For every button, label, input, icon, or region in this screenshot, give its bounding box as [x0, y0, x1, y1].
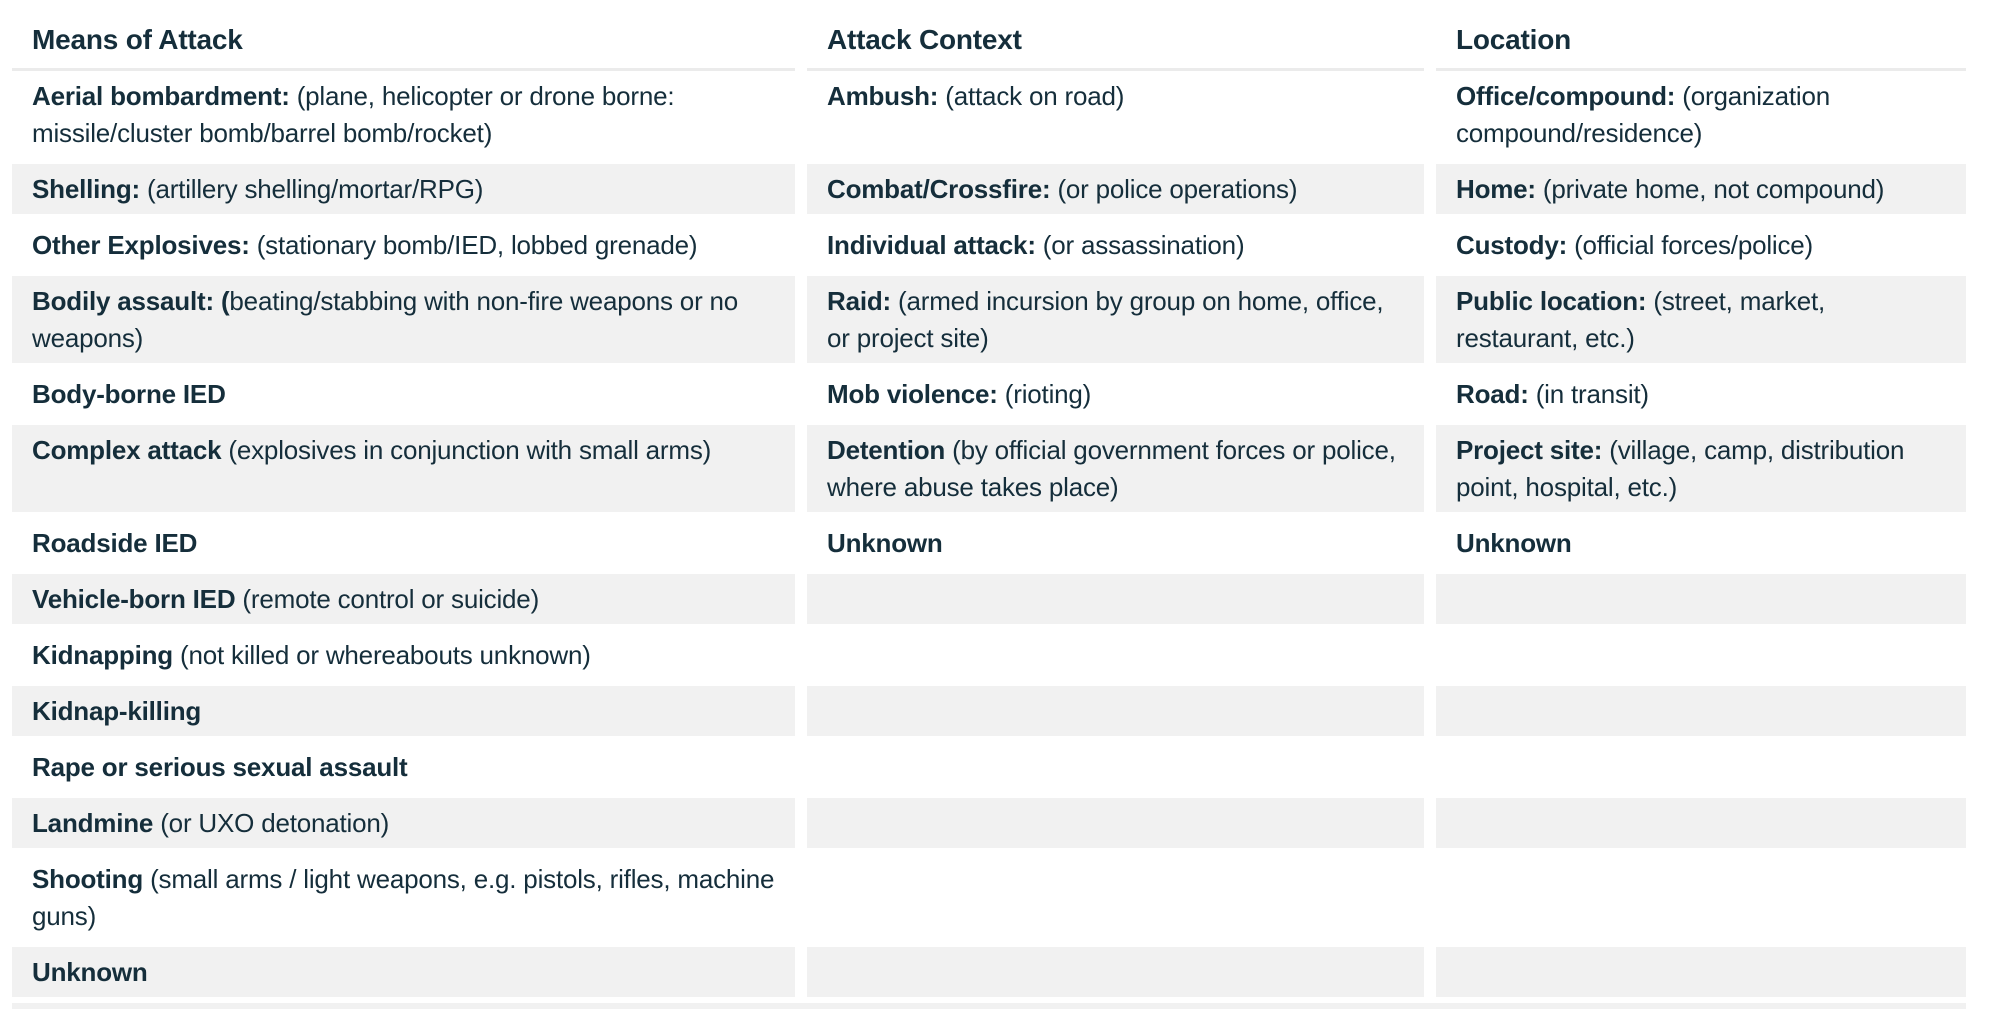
term-definition: (armed incursion by group on home, offic… — [827, 286, 1384, 353]
table-cell — [1436, 630, 1966, 686]
term-label: Project site: — [1456, 435, 1603, 465]
term-definition: (rioting) — [997, 379, 1092, 409]
term-definition: (explosives in conjunction with small ar… — [221, 435, 712, 465]
next-row-top-edge — [12, 1003, 1966, 1009]
table-cell: Public location: (street, market, restau… — [1436, 276, 1966, 369]
table-cell — [807, 742, 1424, 798]
table-cell: Detention (by official government forces… — [807, 425, 1424, 518]
term-label: Kidnap-killing — [32, 696, 202, 726]
term-definition: (private home, not compound) — [1535, 174, 1885, 204]
table-cell — [807, 630, 1424, 686]
term-label: Mob violence: — [827, 379, 998, 409]
term-label: Bodily assault: ( — [32, 286, 230, 316]
column-header-attack-context: Attack Context — [807, 0, 1424, 71]
term-definition: beating/stabbing with non-fire weapons o… — [32, 286, 739, 353]
term-definition: (or police operations) — [1050, 174, 1298, 204]
table-cell — [807, 686, 1424, 742]
table-cell: Landmine (or UXO detonation) — [12, 798, 795, 854]
term-definition: (by official government forces or police… — [827, 435, 1396, 502]
table-cell — [1436, 947, 1966, 1003]
table-cell: Aerial bombardment: (plane, helicopter o… — [12, 71, 795, 164]
table-cell: Ambush: (attack on road) — [807, 71, 1424, 164]
term-label: Custody: — [1456, 230, 1568, 260]
table-cell: Roadside IED — [12, 518, 795, 574]
table-cell — [1436, 854, 1966, 947]
term-label: Road: — [1456, 379, 1529, 409]
table-cell: Road: (in transit) — [1436, 369, 1966, 425]
term-definition: (attack on road) — [938, 81, 1125, 111]
table-cell: Project site: (village, camp, distributi… — [1436, 425, 1966, 518]
table-cell: Shooting (small arms / light weapons, e.… — [12, 854, 795, 947]
term-label: Detention — [827, 435, 946, 465]
column-header-location: Location — [1436, 0, 1966, 71]
table-cell: Body-borne IED — [12, 369, 795, 425]
table-cell: Office/compound: (organization compound/… — [1436, 71, 1966, 164]
table-cell: Combat/Crossfire: (or police operations) — [807, 164, 1424, 220]
table-cell — [1436, 574, 1966, 630]
term-label: Home: — [1456, 174, 1536, 204]
term-label: Individual attack: — [827, 230, 1036, 260]
term-definition: (street, market, restaurant, etc.) — [1456, 286, 1826, 353]
table-cell: Bodily assault: (beating/stabbing with n… — [12, 276, 795, 369]
table-cell: Raid: (armed incursion by group on home,… — [807, 276, 1424, 369]
table-cell: Other Explosives: (stationary bomb/IED, … — [12, 220, 795, 276]
term-definition: (artillery shelling/mortar/RPG) — [139, 174, 484, 204]
term-definition: (organization compound/residence) — [1456, 81, 1830, 148]
term-definition: (not killed or whereabouts unknown) — [172, 640, 591, 670]
term-definition: (remote control or suicide) — [235, 584, 540, 614]
term-definition: (village, camp, distribution point, hosp… — [1456, 435, 1905, 502]
term-label: Ambush: — [827, 81, 939, 111]
table-cell — [807, 854, 1424, 947]
column-header-means-of-attack: Means of Attack — [12, 0, 795, 71]
term-label: Landmine — [32, 808, 154, 838]
term-label: Kidnapping — [32, 640, 173, 670]
term-label: Shelling: — [32, 174, 140, 204]
table-cell — [1436, 686, 1966, 742]
table-cell — [807, 947, 1424, 1003]
table-cell — [807, 798, 1424, 854]
table-cell — [807, 574, 1424, 630]
table-cell: Home: (private home, not compound) — [1436, 164, 1966, 220]
term-label: Vehicle-born IED — [32, 584, 236, 614]
table-cell — [1436, 742, 1966, 798]
table-cell: Rape or serious sexual assault — [12, 742, 795, 798]
term-label: Body-borne IED — [32, 379, 226, 409]
term-label: Other Explosives: — [32, 230, 250, 260]
term-label: Roadside IED — [32, 528, 198, 558]
table-cell: Vehicle-born IED (remote control or suic… — [12, 574, 795, 630]
term-definition: (small arms / light weapons, e.g. pistol… — [32, 864, 775, 931]
term-label: Shooting — [32, 864, 144, 894]
table-cell: Unknown — [12, 947, 795, 1003]
table-cell: Individual attack: (or assassination) — [807, 220, 1424, 276]
term-label: Aerial bombardment: — [32, 81, 290, 111]
term-label: Unknown — [32, 957, 148, 987]
term-label: Public location: — [1456, 286, 1647, 316]
table-cell: Mob violence: (rioting) — [807, 369, 1424, 425]
term-definition: (or UXO detonation) — [153, 808, 390, 838]
table-cell: Unknown — [807, 518, 1424, 574]
term-label: Complex attack — [32, 435, 222, 465]
table-cell: Unknown — [1436, 518, 1966, 574]
term-label: Rape or serious sexual assault — [32, 752, 408, 782]
table-cell: Custody: (official forces/police) — [1436, 220, 1966, 276]
term-definition: (stationary bomb/IED, lobbed grenade) — [249, 230, 698, 260]
term-definition: (plane, helicopter or drone borne: missi… — [32, 81, 675, 148]
table-cell — [1436, 798, 1966, 854]
term-label: Office/compound: — [1456, 81, 1676, 111]
table-cell: Kidnap-killing — [12, 686, 795, 742]
table-cell: Shelling: (artillery shelling/mortar/RPG… — [12, 164, 795, 220]
term-label: Combat/Crossfire: — [827, 174, 1051, 204]
table-cell: Kidnapping (not killed or whereabouts un… — [12, 630, 795, 686]
definitions-table: Means of Attack Attack Context Location … — [12, 0, 1966, 1003]
table-cell: Complex attack (explosives in conjunctio… — [12, 425, 795, 518]
term-label: Unknown — [1456, 528, 1572, 558]
term-definition: (or assassination) — [1035, 230, 1245, 260]
term-definition: (in transit) — [1528, 379, 1649, 409]
term-definition: (official forces/police) — [1567, 230, 1814, 260]
term-label: Unknown — [827, 528, 943, 558]
term-label: Raid: — [827, 286, 892, 316]
